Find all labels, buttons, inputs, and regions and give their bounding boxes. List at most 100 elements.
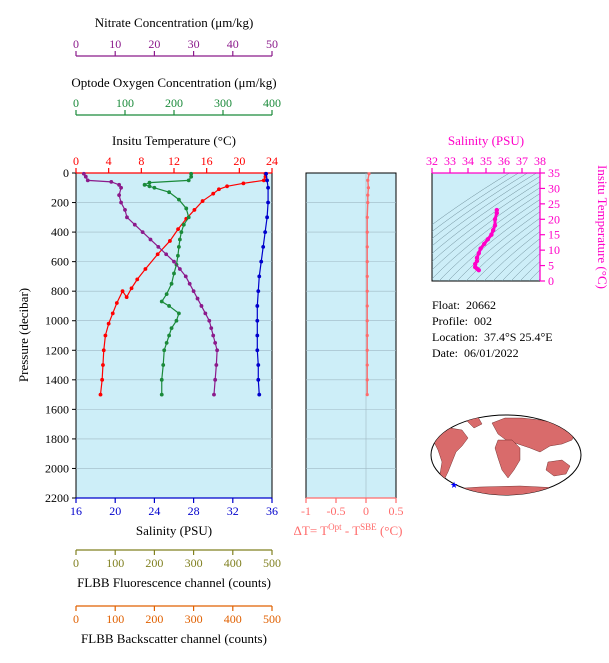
oxygen-point (174, 318, 179, 323)
pressure-tick-label: 2200 (45, 491, 69, 505)
float-label: Float: (432, 298, 461, 312)
fluorescence-axis-tick-label: 200 (145, 556, 163, 570)
nitrate-axis-tick-label: 40 (227, 37, 239, 51)
oxygen-axis-tick-label: 300 (214, 96, 232, 110)
profile-value: 002 (474, 314, 492, 328)
location-label: Location: (432, 330, 478, 344)
delta-t-axis-tick-label: 0.5 (389, 504, 404, 518)
oxygen-axis-tick-label: 400 (263, 96, 281, 110)
nitrate-axis-tick-label: 0 (73, 37, 79, 51)
pressure-tick-label: 800 (51, 284, 69, 298)
delta-t-point (366, 200, 370, 205)
oxygen-axis: 0 100 200 300 400 (73, 96, 281, 116)
ts-density-contour (474, 224, 540, 281)
ts-panel (431, 172, 541, 282)
ts-salinity-axis-tick-label: 35 (480, 154, 492, 168)
temperature-point (110, 311, 115, 316)
oxygen-point (147, 184, 152, 189)
temperature-axis-tick-label: 24 (266, 154, 278, 168)
ts-point (491, 227, 496, 233)
salinity-point (256, 363, 261, 367)
float-value: 20662 (466, 298, 497, 312)
delta-t-minus: - T (342, 523, 361, 538)
pressure-axis-title: Pressure (decibar) (16, 288, 31, 382)
backscatter-axis-tick-label: 0 (73, 612, 79, 626)
nitrate-point (123, 208, 127, 212)
temperature-axis-tick-label: 20 (233, 154, 245, 168)
date-row: Date: 06/01/2022 (432, 346, 553, 362)
delta-t-axis-title: ΔT= TOpt - TSBE (°C) (294, 522, 403, 538)
oxygen-axis-title: Optode Oxygen Concentration (μm/kg) (71, 75, 276, 90)
nitrate-point (213, 340, 218, 345)
salinity-point (255, 333, 260, 338)
ts-density-contour (465, 217, 540, 281)
ts-salinity-axis-tick-label: 34 (462, 154, 474, 168)
pressure-tick-label: 200 (51, 196, 69, 210)
profile-row: Profile: 002 (432, 314, 553, 330)
fluorescence-axis: 0 100 200 300 400 500 (73, 549, 281, 570)
backscatter-axis-tick-label: 400 (224, 612, 242, 626)
ts-salinity-axis-title: Salinity (PSU) (448, 133, 524, 148)
oxygen-axis-tick-label: 200 (165, 96, 183, 110)
ts-point (476, 251, 481, 256)
salinity-axis-tick-label: 32 (227, 504, 239, 518)
salinity-point (261, 244, 266, 249)
temperature-point (176, 227, 180, 232)
delta-t-point (365, 274, 369, 279)
temperature-point (103, 333, 108, 338)
salinity-axis-tick-label: 36 (266, 504, 278, 518)
delta-t-panel (305, 172, 397, 499)
ts-density-contour (501, 245, 540, 281)
oxygen-point (189, 174, 194, 179)
oxygen-axis-tick-label: 0 (73, 96, 79, 110)
nitrate-point (199, 304, 204, 308)
nitrate-point (191, 289, 196, 294)
ts-series (473, 207, 499, 273)
ts-density-contour (432, 193, 540, 280)
date-value: 06/01/2022 (464, 346, 519, 360)
temperature-axis-tick-label: 0 (73, 154, 79, 168)
temperature-point (192, 208, 197, 212)
oxygen-point (167, 333, 172, 338)
salinity-point (259, 259, 264, 264)
temperature-axis-title: Insitu Temperature (°C) (112, 133, 236, 148)
oxygen-point (177, 197, 181, 202)
pressure-axis: 0 200 400 600 800 1000 1200 1400 1600 1800 2000 220… (45, 166, 76, 505)
ts-density-contour (432, 173, 528, 239)
location-row: Location: 37.4°S 25.4°E (432, 330, 553, 346)
nitrate-point (125, 215, 129, 220)
salinity-axis-tick-label: 24 (148, 504, 160, 518)
ts-density-contour (519, 261, 540, 281)
oxygen-point (186, 215, 191, 220)
nitrate-point (207, 318, 212, 323)
pressure-tick-label: 1000 (45, 314, 69, 328)
map-land-americas (433, 427, 469, 481)
oxygen-point (186, 178, 191, 183)
delta-t-point (365, 304, 369, 308)
salinity-point (255, 304, 260, 308)
delta-t-point (365, 333, 369, 338)
nitrate-point (148, 237, 153, 242)
delta-t-point (366, 178, 370, 182)
delta-t-axis-tick-label: -1 (301, 504, 311, 518)
temperature-axis-tick-label: 8 (138, 154, 144, 168)
nitrate-point (211, 333, 216, 338)
nitrate-point (140, 230, 145, 234)
ts-density-contour (432, 173, 510, 226)
nitrate-axis-tick-label: 10 (109, 37, 121, 51)
salinity-point (256, 377, 261, 382)
salinity-point (255, 348, 260, 353)
oxygen-point (177, 237, 182, 242)
oxygen-point (142, 182, 147, 187)
pressure-tick-label: 1400 (45, 373, 69, 387)
delta-t-point (365, 392, 369, 397)
nitrate-point (195, 296, 200, 301)
oxygen-point (152, 185, 157, 190)
ts-density-contour (432, 181, 540, 262)
oxygen-point (147, 180, 152, 185)
salinity-point (265, 178, 269, 183)
map-land-africa (494, 439, 521, 479)
ts-point (474, 255, 480, 261)
nitrate-point (187, 281, 192, 286)
